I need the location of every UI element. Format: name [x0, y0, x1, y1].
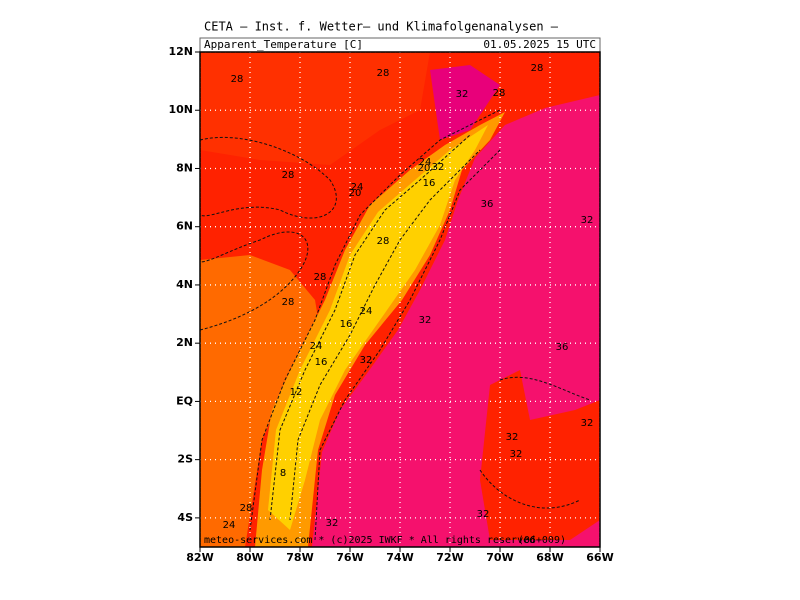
lon-label: 74W — [386, 551, 413, 564]
contour-label: 36 — [481, 199, 494, 210]
contour-label: 28 — [314, 272, 327, 283]
contour-label: 28 — [531, 63, 544, 74]
contour-label: 32 — [456, 89, 469, 100]
contour-label: 16 — [340, 319, 353, 330]
lat-label: 8N — [176, 161, 193, 174]
lat-label: 2S — [177, 453, 193, 466]
lat-label: 10N — [168, 103, 193, 116]
contour-label: 32 — [510, 449, 523, 460]
contour-label: 32 — [581, 215, 594, 226]
contour-label: 24 — [310, 341, 323, 352]
lat-label: 4S — [177, 511, 193, 524]
contour-label: 28 — [377, 68, 390, 79]
contour-label: 24 — [351, 182, 364, 193]
field — [200, 52, 600, 547]
lon-label: 78W — [286, 551, 313, 564]
contour-label: 28 — [377, 236, 390, 247]
map-title: CETA — Inst. f. Wetter— und Klimafolgena… — [204, 20, 559, 34]
contour-label: 20 — [418, 163, 431, 174]
lon-label: 68W — [536, 551, 563, 564]
contour-label: 24 — [360, 306, 373, 317]
lat-label: 2N — [176, 336, 193, 349]
contour-label: 24 — [223, 520, 236, 531]
contour-label: 28 — [493, 88, 506, 99]
contour-label: 32 — [506, 432, 519, 443]
lat-label: 6N — [176, 220, 193, 233]
contour-label: 32 — [360, 355, 373, 366]
contour-label: 28 — [240, 503, 253, 514]
contour-label: 36 — [556, 342, 569, 353]
contour-label: 8 — [280, 468, 286, 479]
contour-label: 32 — [326, 518, 339, 529]
contour-label: 32 — [419, 315, 432, 326]
credit: meteo-services.com * (c)2025 IWKF * All … — [204, 535, 535, 546]
contour-label: 28 — [282, 297, 295, 308]
lon-label: 76W — [336, 551, 363, 564]
lon-label: 82W — [186, 551, 213, 564]
contour-label: 28 — [231, 74, 244, 85]
contour-label: 28 — [282, 170, 295, 181]
lat-label: 12N — [168, 45, 193, 58]
variable-label: Apparent_Temperature [C] — [204, 38, 363, 51]
contour-label: 12 — [290, 387, 303, 398]
lat-label: EQ — [176, 394, 193, 407]
contour-label: 32 — [432, 162, 445, 173]
lon-label: 80W — [236, 551, 263, 564]
contour-label: 32 — [581, 418, 594, 429]
lon-label: 72W — [436, 551, 463, 564]
lon-label: 66W — [586, 551, 613, 564]
contour-label: 20 — [349, 188, 362, 199]
contour-label: 24 — [419, 157, 432, 168]
run-info: (06+009) — [518, 535, 566, 546]
contour-label: 32 — [477, 509, 490, 520]
map-frame — [199, 51, 601, 548]
contour-label: 16 — [423, 178, 436, 189]
graticule: 12N 10N 8N 6N 4N 2N EQ 2S 4S 82W 80W 78W 76W 74W 72W 70… — [168, 45, 613, 564]
valid-time: 01.05.2025 15 UTC — [483, 38, 596, 51]
lon-label: 70W — [486, 551, 513, 564]
contour-label: 16 — [315, 357, 328, 368]
lat-label: 4N — [176, 278, 193, 291]
